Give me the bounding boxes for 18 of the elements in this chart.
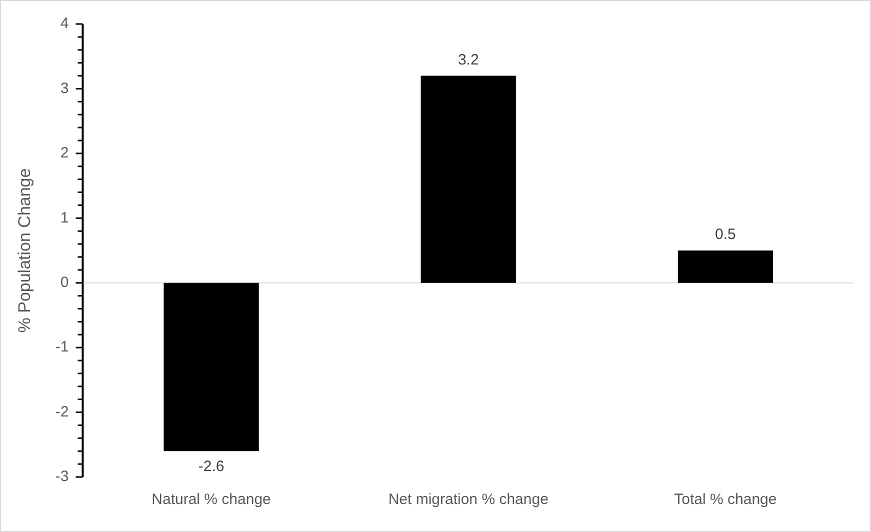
y-tick-label: 0 [60, 274, 69, 291]
x-tick-label: Net migration % change [388, 491, 548, 508]
y-tick-label: -2 [55, 403, 69, 420]
data-label: 3.2 [458, 51, 479, 68]
y-tick-label: 1 [60, 209, 69, 226]
y-tick-label: -1 [55, 338, 69, 356]
y-tick-label: 2 [60, 144, 69, 162]
data-label: -2.6 [198, 458, 224, 475]
y-tick-label: 4 [60, 15, 69, 32]
y-tick-label: 3 [60, 80, 69, 97]
bar [164, 282, 259, 452]
bar [678, 250, 774, 283]
data-label: 0.5 [715, 226, 736, 244]
y-tick-label: -3 [55, 468, 69, 486]
x-tick-label: Total % change [674, 491, 777, 508]
x-tick-label: Natural % change [152, 491, 271, 508]
y-axis-title: % Population Change [14, 168, 34, 333]
bar [420, 76, 516, 283]
